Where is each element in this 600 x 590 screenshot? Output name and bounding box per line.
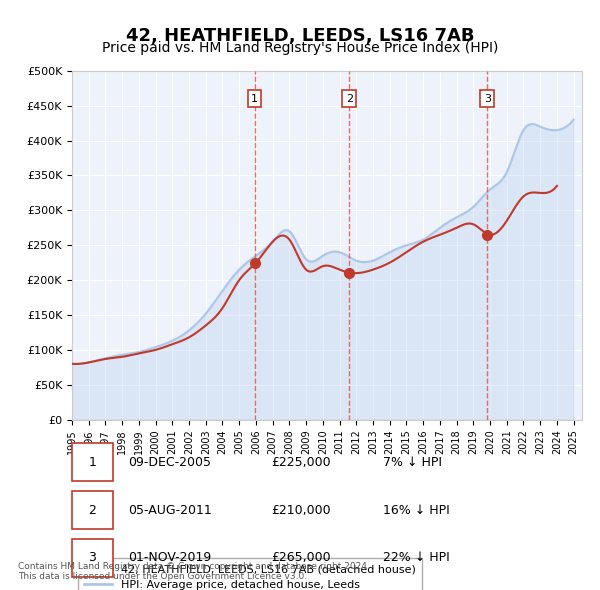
Text: 1: 1 (251, 94, 258, 104)
Text: 1: 1 (88, 456, 97, 469)
Text: 01-NOV-2019: 01-NOV-2019 (128, 551, 211, 564)
Text: 16% ↓ HPI: 16% ↓ HPI (383, 503, 450, 516)
FancyBboxPatch shape (72, 491, 113, 529)
Text: 22% ↓ HPI: 22% ↓ HPI (383, 551, 450, 564)
Text: 2: 2 (88, 503, 97, 516)
Text: £265,000: £265,000 (271, 551, 331, 564)
Text: 7% ↓ HPI: 7% ↓ HPI (383, 456, 442, 469)
Text: 3: 3 (88, 551, 97, 564)
Text: 05-AUG-2011: 05-AUG-2011 (128, 503, 212, 516)
Text: 42, HEATHFIELD, LEEDS, LS16 7AB: 42, HEATHFIELD, LEEDS, LS16 7AB (126, 27, 474, 45)
Legend: 42, HEATHFIELD, LEEDS, LS16 7AB (detached house), HPI: Average price, detached h: 42, HEATHFIELD, LEEDS, LS16 7AB (detache… (77, 558, 422, 590)
Text: 3: 3 (484, 94, 491, 104)
Text: £225,000: £225,000 (271, 456, 331, 469)
FancyBboxPatch shape (72, 539, 113, 576)
Text: 2: 2 (346, 94, 353, 104)
FancyBboxPatch shape (72, 444, 113, 481)
Text: 09-DEC-2005: 09-DEC-2005 (128, 456, 211, 469)
Text: Contains HM Land Registry data © Crown copyright and database right 2024.
This d: Contains HM Land Registry data © Crown c… (18, 562, 370, 581)
Text: £210,000: £210,000 (271, 503, 331, 516)
Text: Price paid vs. HM Land Registry's House Price Index (HPI): Price paid vs. HM Land Registry's House … (102, 41, 498, 55)
